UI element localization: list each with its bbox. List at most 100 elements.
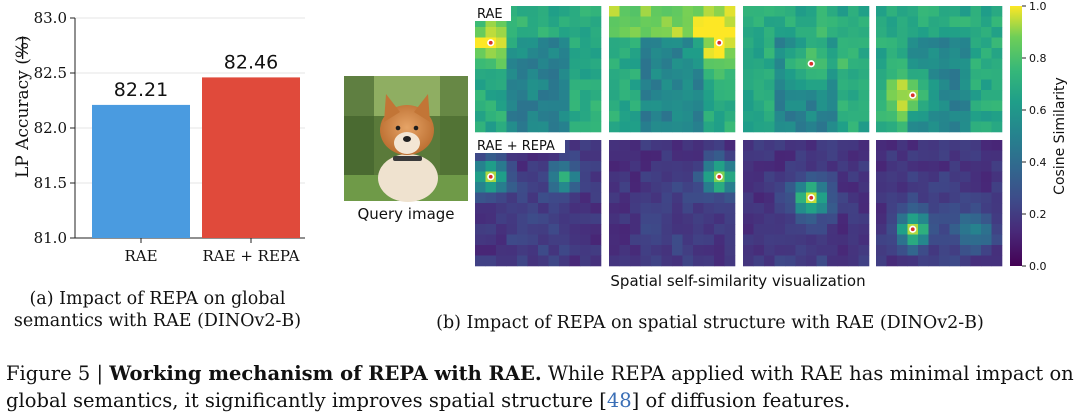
- y-tick-label: 82.5: [34, 64, 67, 82]
- heatmap-cell: [886, 69, 898, 80]
- heatmap-cell: [816, 48, 828, 59]
- heatmap-cell: [590, 140, 602, 151]
- heatmap-cell: [538, 6, 549, 17]
- heatmap-cell: [858, 58, 870, 70]
- heatmap-cell: [918, 192, 929, 204]
- heatmap-cell: [827, 16, 838, 28]
- heatmap-cell: [960, 182, 971, 193]
- heatmap-cell: [475, 58, 486, 70]
- heatmap-cell: [661, 140, 673, 151]
- heatmap-cell: [785, 161, 796, 172]
- heatmap-cell: [693, 27, 704, 38]
- heatmap-cell: [785, 121, 796, 133]
- heatmap-cell: [897, 234, 908, 246]
- heatmap-cell: [619, 234, 631, 246]
- heatmap-cell: [774, 79, 786, 91]
- heatmap-cell: [886, 37, 898, 49]
- heatmap-cell: [858, 192, 870, 204]
- heatmap-grid: [475, 6, 1003, 267]
- heatmap-cell: [837, 171, 849, 183]
- heatmap-cell: [970, 203, 982, 214]
- heatmap-cell: [907, 171, 919, 183]
- heatmap-cell: [816, 37, 828, 49]
- heatmap-cell: [753, 192, 765, 204]
- heatmap-cell: [918, 234, 929, 246]
- heatmap-cell: [569, 121, 581, 133]
- heatmap-cell: [682, 213, 694, 225]
- heatmap-cell: [876, 111, 887, 122]
- heatmap-cell: [876, 224, 887, 235]
- heatmap-cell: [640, 224, 652, 235]
- reference-link[interactable]: 48: [606, 389, 632, 412]
- heatmap-cell: [693, 224, 704, 235]
- heatmap-cell: [918, 161, 929, 172]
- heatmap-cell: [496, 213, 507, 225]
- heatmap-cell: [753, 255, 765, 267]
- heatmap-cell: [876, 203, 887, 214]
- heatmap-cell: [848, 90, 859, 101]
- heatmap-cell: [496, 192, 507, 204]
- heatmap-cell: [991, 69, 1003, 80]
- heatmap-cell: [538, 100, 549, 112]
- heatmap-cell: [475, 213, 486, 225]
- heatmap-cell: [981, 234, 992, 246]
- heatmap-cell: [724, 48, 736, 59]
- heatmap-cell: [651, 255, 662, 267]
- heatmap-cell: [630, 192, 641, 204]
- heatmap-tile: [609, 6, 736, 133]
- heatmap-cell: [939, 79, 950, 91]
- heatmap-cell: [753, 69, 765, 80]
- heatmap-cell: [858, 111, 870, 122]
- heatmap-cell: [816, 203, 828, 214]
- heatmap-cell: [816, 234, 828, 246]
- heatmap-cell: [785, 48, 796, 59]
- heatmap-cell: [559, 150, 570, 162]
- heatmap-cell: [609, 6, 620, 17]
- heatmap-cell: [876, 255, 887, 267]
- heatmap-cell: [928, 192, 940, 204]
- heatmap-cell: [548, 150, 560, 162]
- heatmap-cell: [682, 234, 694, 246]
- heatmap-cell: [496, 100, 507, 112]
- heatmap-cell: [764, 245, 775, 256]
- heatmap-cell: [651, 90, 662, 101]
- heatmap-cell: [651, 111, 662, 122]
- heatmap-cell: [640, 6, 652, 17]
- heatmap-cell: [538, 69, 549, 80]
- heatmap-cell: [703, 192, 715, 204]
- y-tick-label: 81.0: [34, 229, 67, 247]
- heatmap-cell: [640, 182, 652, 193]
- heatmap-cell: [724, 171, 736, 183]
- heatmap-cell: [682, 27, 694, 38]
- dog-ear-right: [414, 94, 430, 122]
- heatmap-cell: [764, 203, 775, 214]
- heatmap-cell: [619, 6, 631, 17]
- heatmap-cell: [672, 182, 683, 193]
- heatmap-cell: [640, 100, 652, 112]
- heatmap-cell: [907, 16, 919, 28]
- heatmap-cell: [714, 48, 725, 59]
- heatmap-cell: [886, 79, 898, 91]
- heatmap-cell: [651, 192, 662, 204]
- heatmap-cell: [764, 234, 775, 246]
- heatmap-cell: [485, 203, 497, 214]
- heatmap-cell: [837, 255, 849, 267]
- heatmap-cell: [609, 140, 620, 151]
- heatmap-cell: [693, 16, 704, 28]
- heatmap-cell: [918, 100, 929, 112]
- heatmap-cell: [837, 37, 849, 49]
- heatmap-cell: [485, 27, 497, 38]
- heatmap-cell: [485, 48, 497, 59]
- heatmap-cell: [970, 182, 982, 193]
- heatmap-cell: [806, 48, 817, 59]
- heatmap-cell: [651, 37, 662, 49]
- heatmap-cell: [506, 27, 518, 38]
- heatmap-cell: [939, 100, 950, 112]
- heatmap-cell: [806, 161, 817, 172]
- heatmap-cell: [960, 245, 971, 256]
- heatmap-cell: [640, 161, 652, 172]
- heatmap-cell: [661, 100, 673, 112]
- heatmap-cell: [848, 213, 859, 225]
- heatmap-cell: [619, 37, 631, 49]
- heatmap-cell: [960, 48, 971, 59]
